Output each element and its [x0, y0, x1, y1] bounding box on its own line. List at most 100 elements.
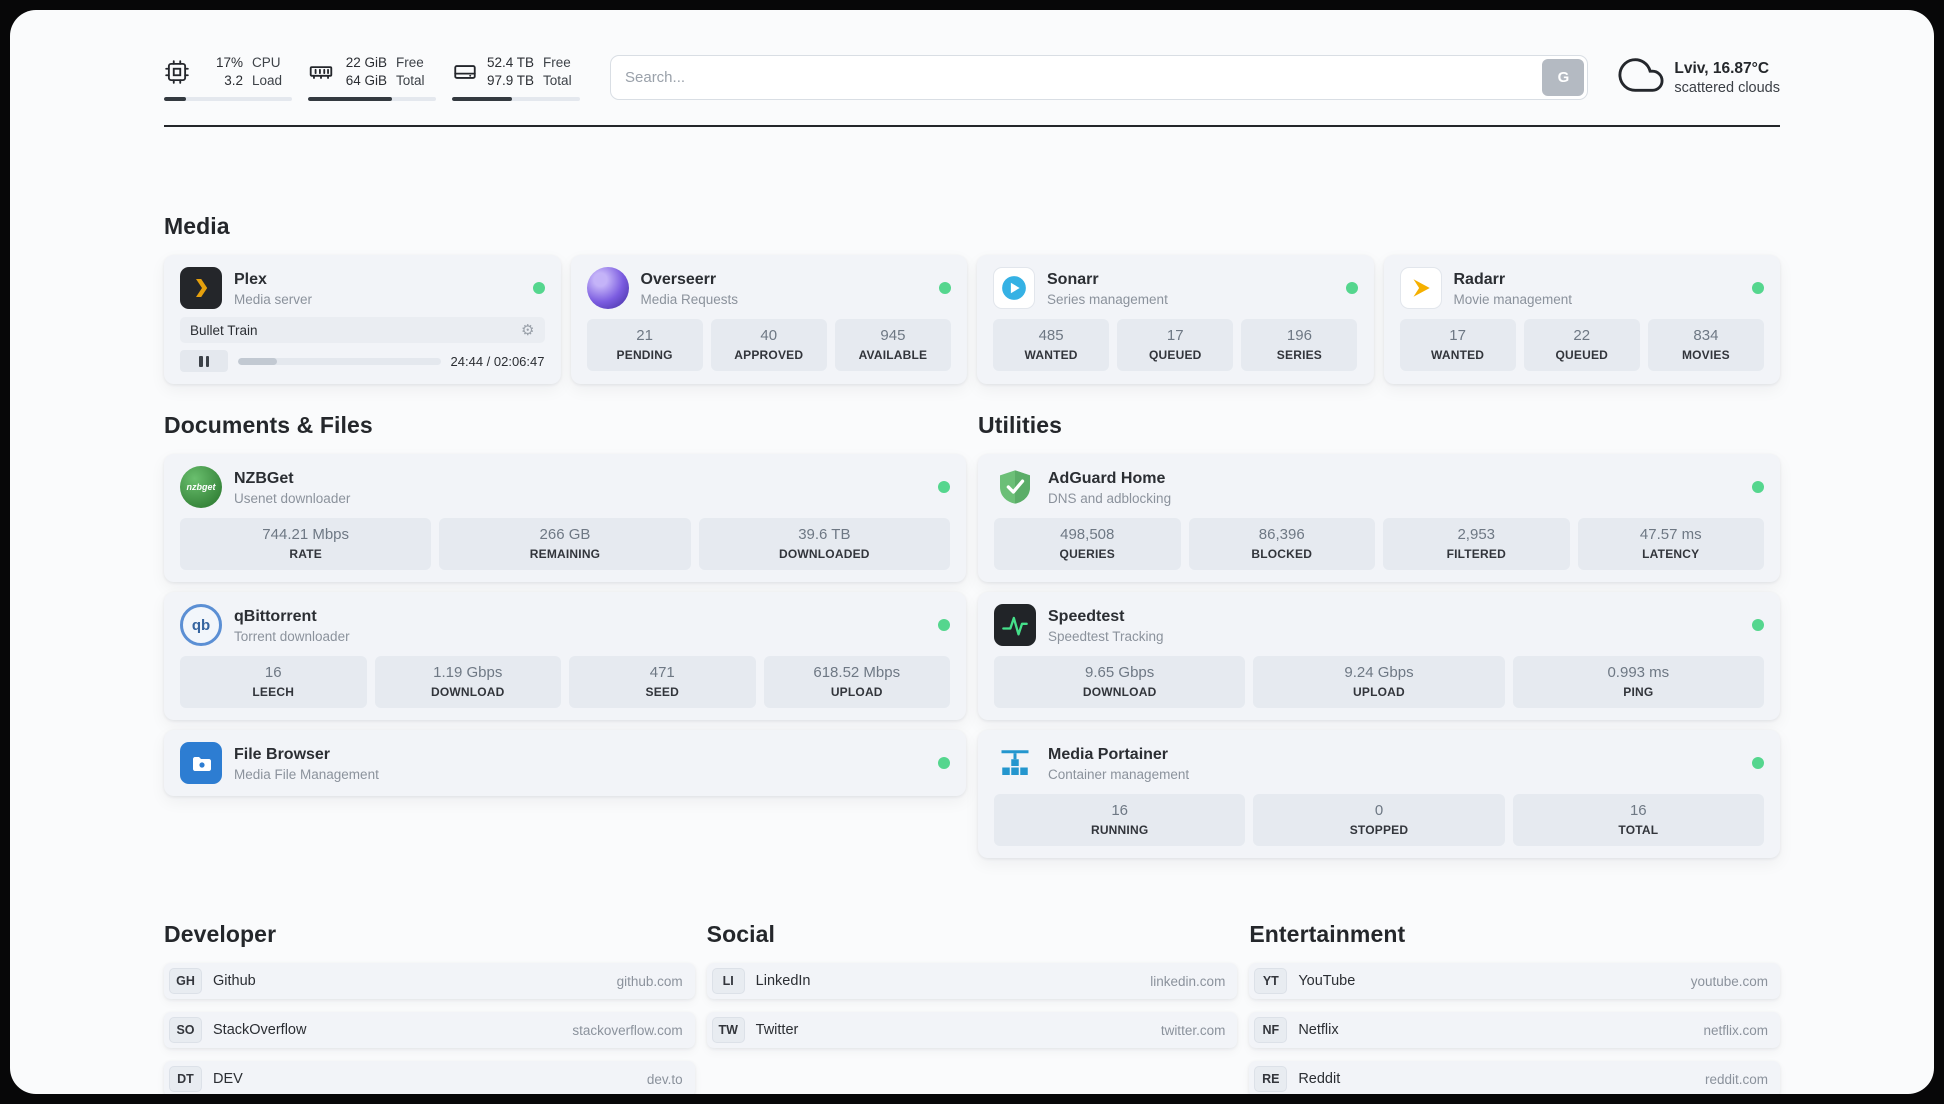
cpu-load-value: 3.2 — [224, 73, 243, 88]
stat-tile: 22 QUEUED — [1523, 319, 1640, 371]
app-name: Plex — [234, 270, 267, 288]
bookmark-url: linkedin.com — [1150, 973, 1226, 989]
section-title-documents: Documents & Files — [164, 412, 373, 438]
cpu-progress-fill — [164, 96, 186, 101]
stat-tile: 40 APPROVED — [710, 319, 827, 371]
stat-tile: 16 RUNNING — [994, 794, 1246, 846]
app-name: Sonarr — [1047, 270, 1099, 288]
ram-monitor: 22 GiB 64 GiB Free Total — [308, 54, 436, 101]
ram-free: 22 GiB — [345, 55, 387, 71]
app-card-nzbget[interactable]: nzbget NZBGet Usenet downloader 744.21 M… — [164, 454, 966, 582]
bookmark-stackoverflow[interactable]: SO StackOverflow stackoverflow.com — [164, 1012, 695, 1048]
disk-progress-track — [452, 96, 580, 101]
stat-tile: 9.65 Gbps DOWNLOAD — [994, 656, 1246, 708]
app-subtitle: Media Requests — [640, 291, 739, 307]
radarr-icon — [1399, 267, 1442, 309]
pause-button[interactable] — [180, 350, 228, 372]
bookmark-url: netflix.com — [1703, 1022, 1768, 1038]
bookmark-name: Github — [213, 973, 256, 989]
stat-tile: 16 LEECH — [180, 656, 367, 708]
bookmark-name: StackOverflow — [213, 1022, 307, 1038]
app-card-portainer[interactable]: Media Portainer Container management 16 … — [978, 730, 1780, 858]
bookmark-youtube[interactable]: YT YouTube youtube.com — [1249, 963, 1780, 999]
bookmark-badge: TW — [711, 1017, 745, 1043]
bookmark-name: Twitter — [755, 1022, 799, 1038]
app-card-radarr[interactable]: Radarr Movie management 17 WANTED 22 QUE… — [1383, 255, 1780, 384]
app-name: NZBGet — [234, 469, 294, 487]
app-card-speedtest[interactable]: Speedtest Speedtest Tracking 9.65 Gbps D… — [978, 592, 1780, 720]
bookmark-url: twitter.com — [1160, 1022, 1226, 1038]
search-bar: G — [610, 55, 1589, 100]
app-name: File Browser — [234, 745, 331, 763]
status-dot — [938, 619, 950, 631]
bookmark-url: reddit.com — [1704, 1071, 1768, 1087]
bookmark-twitter[interactable]: TW Twitter twitter.com — [706, 1012, 1238, 1048]
bookmark-name: DEV — [213, 1071, 243, 1087]
weather-location-temp: Lviv, 16.87°C — [1674, 59, 1770, 77]
app-subtitle: Usenet downloader — [234, 490, 351, 506]
section-media: Media Plex Media server — [164, 211, 1780, 384]
cpu-label-top: CPU — [252, 55, 281, 71]
app-name: Speedtest — [1048, 607, 1125, 625]
bookmark-reddit[interactable]: RE Reddit reddit.com — [1249, 1061, 1780, 1094]
disk-progress-fill — [452, 96, 513, 101]
app-card-adguard[interactable]: AdGuard Home DNS and adblocking 498,508 … — [978, 454, 1780, 582]
portainer-icon — [994, 742, 1036, 784]
bookmark-group-social: Social LI LinkedIn linkedin.com TW Twitt… — [706, 919, 1238, 1094]
bookmark-github[interactable]: GH Github github.com — [164, 963, 695, 999]
stat-tile: 618.52 Mbps UPLOAD — [763, 656, 950, 708]
search-engine-button[interactable]: G — [1542, 59, 1585, 96]
now-playing-bar[interactable]: Bullet Train ⚙ — [180, 317, 545, 343]
system-monitors: 17% 3.2 CPU Load — [164, 54, 580, 101]
app-card-qbittorrent[interactable]: qb qBittorrent Torrent downloader 16 LEE… — [164, 592, 966, 720]
bookmark-badge: YT — [1254, 968, 1288, 994]
bookmark-url: stackoverflow.com — [572, 1022, 683, 1038]
app-card-plex[interactable]: Plex Media server Bullet Train ⚙ — [164, 255, 561, 384]
stat-tile: 17 WANTED — [1399, 319, 1516, 371]
search-input[interactable] — [610, 55, 1589, 100]
bookmark-name: YouTube — [1298, 973, 1356, 989]
app-card-sonarr[interactable]: Sonarr Series management 485 WANTED 17 Q… — [977, 255, 1374, 384]
app-card-overseerr[interactable]: Overseerr Media Requests 21 PENDING 40 A… — [570, 255, 967, 384]
stat-tile: 86,396 BLOCKED — [1188, 518, 1375, 570]
stat-tile: 1.19 Gbps DOWNLOAD — [374, 656, 561, 708]
now-playing-title: Bullet Train — [190, 322, 258, 338]
status-dot — [1752, 282, 1764, 294]
ram-icon — [308, 59, 334, 85]
stat-tile: 39.6 TB DOWNLOADED — [698, 518, 950, 570]
app-subtitle: Speedtest Tracking — [1048, 628, 1164, 644]
bookmark-url: github.com — [616, 973, 683, 989]
section-utilities: Utilities AdGuard Home DNS and adblockin… — [978, 410, 1780, 858]
cpu-percent: 17% — [215, 55, 243, 71]
bookmark-badge: RE — [1254, 1066, 1288, 1092]
app-subtitle: Media File Management — [234, 766, 379, 782]
qbittorrent-icon: qb — [180, 604, 222, 646]
disk-free: 52.4 TB — [487, 55, 535, 71]
ram-label-bottom: Total — [396, 73, 425, 88]
bookmark-group-entertainment: Entertainment YT YouTube youtube.com NF … — [1249, 919, 1780, 1094]
stat-tile: 9.24 Gbps UPLOAD — [1253, 656, 1505, 708]
bookmark-linkedin[interactable]: LI LinkedIn linkedin.com — [706, 963, 1238, 999]
bookmark-url: dev.to — [646, 1071, 683, 1087]
app-name: Overseerr — [640, 270, 717, 288]
disk-label-top: Free — [543, 55, 571, 71]
stat-tile: 196 SERIES — [1241, 319, 1358, 371]
weather-widget[interactable]: Lviv, 16.87°C scattered clouds — [1618, 52, 1780, 103]
status-dot — [1752, 757, 1764, 769]
sonarr-icon — [993, 267, 1035, 309]
cpu-label-bottom: Load — [252, 73, 283, 88]
app-card-filebrowser[interactable]: File Browser Media File Management — [164, 730, 966, 796]
seek-bar[interactable] — [238, 357, 441, 365]
section-title-entertainment: Entertainment — [1249, 921, 1406, 947]
bookmark-netflix[interactable]: NF Netflix netflix.com — [1249, 1012, 1780, 1048]
stat-tile: 945 AVAILABLE — [834, 319, 951, 371]
settings-gear-icon[interactable]: ⚙ — [521, 321, 535, 339]
top-bar: 17% 3.2 CPU Load — [164, 52, 1780, 103]
seek-fill — [238, 357, 278, 365]
app-subtitle: Media server — [234, 291, 313, 307]
disk-icon — [452, 59, 478, 85]
bookmark-dev[interactable]: DT DEV dev.to — [164, 1061, 695, 1094]
ram-label-top: Free — [396, 55, 424, 71]
stat-tile: 266 GB REMAINING — [439, 518, 691, 570]
stat-tile: 2,953 FILTERED — [1383, 518, 1570, 570]
